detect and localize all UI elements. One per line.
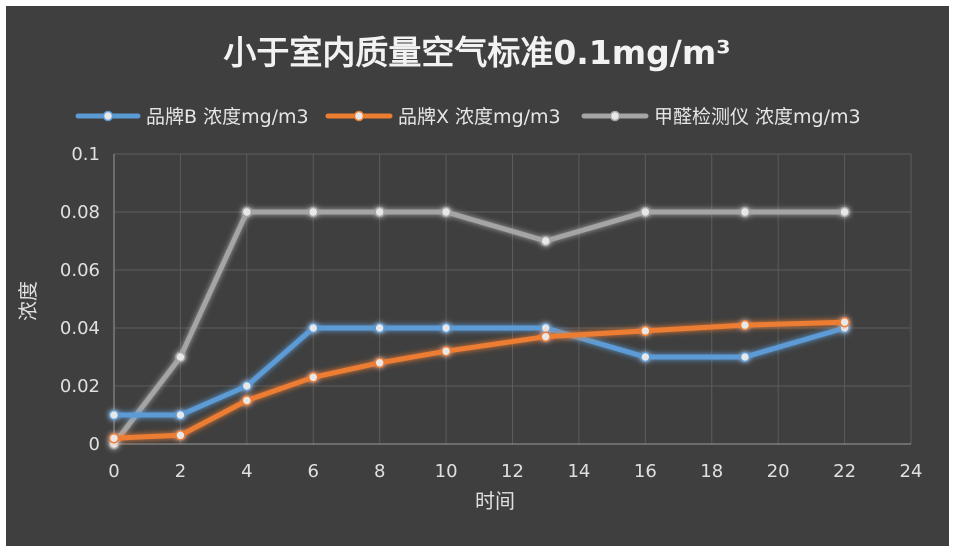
- chart-frame: 小于室内质量空气标准0.1mg/m³ 品牌B 浓度mg/m3 品牌X 浓度mg/m…: [6, 6, 949, 546]
- x-tick-label: 0: [108, 461, 119, 482]
- data-point: [440, 206, 452, 218]
- data-point: [308, 372, 319, 383]
- data-point: [540, 322, 551, 334]
- data-point: [241, 206, 253, 218]
- y-tick-label: 0.04: [60, 318, 100, 339]
- series-1: [108, 322, 850, 421]
- data-point: [374, 206, 385, 218]
- legend-swatch-marker: [353, 110, 365, 122]
- data-point: [108, 432, 120, 444]
- legend-label: 品牌B 浓度mg/m3: [146, 106, 309, 128]
- data-point: [175, 351, 186, 363]
- series-group: [108, 206, 850, 450]
- data-point: [739, 206, 751, 218]
- x-tick-label: 24: [900, 461, 923, 482]
- line-chart: 小于室内质量空气标准0.1mg/m³ 品牌B 浓度mg/m3 品牌X 浓度mg/m…: [16, 33, 922, 513]
- legend-swatch-marker: [102, 110, 114, 122]
- chart-title: 小于室内质量空气标准0.1mg/m³: [223, 33, 730, 72]
- data-point: [839, 206, 850, 218]
- data-point: [739, 319, 751, 331]
- data-point: [241, 395, 253, 406]
- x-tick-label: 10: [435, 461, 458, 482]
- series-3: [108, 206, 850, 450]
- legend: 品牌B 浓度mg/m3 品牌X 浓度mg/m3 甲醛检测仪 浓度mg/m3: [75, 106, 861, 128]
- x-tick-label: 6: [308, 461, 319, 482]
- x-tick-labels: 0 2 4 6 8 10 12 14 16 18 20 22 24: [108, 461, 922, 482]
- legend-label: 品牌X 浓度mg/m3: [398, 106, 561, 128]
- data-point: [440, 322, 452, 334]
- legend-item-1: 品牌B 浓度mg/m3: [75, 106, 309, 128]
- data-point: [241, 380, 253, 392]
- axes: [113, 154, 911, 445]
- x-tick-label: 4: [241, 461, 252, 482]
- data-point: [739, 351, 751, 363]
- grid-lines: [114, 153, 912, 444]
- legend-item-3: 甲醛检测仪 浓度mg/m3: [581, 106, 861, 128]
- series-line: [111, 209, 848, 447]
- data-point: [374, 322, 385, 334]
- x-tick-label: 20: [767, 461, 790, 482]
- x-axis-label: 时间: [475, 489, 515, 513]
- data-point: [839, 316, 850, 328]
- x-tick-label: 16: [634, 461, 657, 482]
- x-tick-label: 18: [700, 461, 723, 482]
- series-line: [111, 319, 848, 441]
- legend-swatch-marker: [609, 110, 621, 122]
- y-tick-label: 0.06: [60, 260, 100, 281]
- data-point: [640, 351, 651, 363]
- data-point: [108, 409, 120, 421]
- legend-item-2: 品牌X 浓度mg/m3: [325, 106, 561, 128]
- data-point: [640, 325, 651, 337]
- data-point: [308, 322, 319, 334]
- legend-label: 甲醛检测仪 浓度mg/m3: [654, 106, 861, 128]
- y-axis-label: 浓度: [16, 281, 40, 321]
- data-point: [308, 206, 319, 218]
- data-point: [640, 206, 651, 218]
- x-tick-label: 2: [175, 461, 186, 482]
- series-line: [111, 325, 848, 418]
- data-point: [440, 345, 452, 357]
- data-point: [175, 430, 186, 441]
- x-tick-label: 14: [567, 461, 590, 482]
- y-tick-labels: 0 0.02 0.04 0.06 0.08 0.1: [60, 144, 100, 455]
- x-tick-label: 22: [833, 461, 856, 482]
- y-tick-label: 0.02: [60, 376, 100, 397]
- x-tick-label: 8: [374, 461, 385, 482]
- x-tick-label: 12: [501, 461, 524, 482]
- data-point: [540, 331, 551, 342]
- data-point: [374, 357, 385, 369]
- data-point: [175, 409, 186, 421]
- data-point: [540, 235, 551, 247]
- y-tick-label: 0: [89, 434, 100, 455]
- y-tick-label: 0.08: [60, 202, 100, 223]
- y-tick-label: 0.1: [71, 144, 100, 165]
- series-2: [108, 316, 850, 444]
